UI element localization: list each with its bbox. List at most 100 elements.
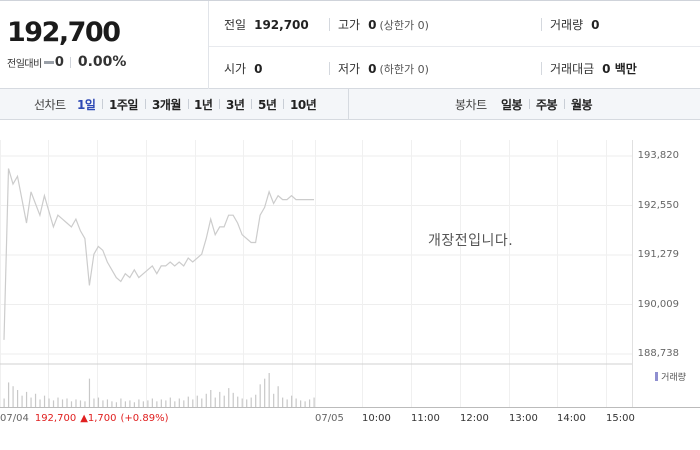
x-tick-label: 10:00 — [362, 413, 391, 424]
period-5y-tab[interactable]: 5년 — [258, 98, 277, 112]
volume-bar — [111, 401, 113, 407]
volume-bar — [237, 396, 239, 407]
intraday-chart: 193,820 192,550 191,279 190,009 188,738 … — [0, 120, 700, 450]
volume-bar — [232, 392, 234, 407]
candle-monthly-tab[interactable]: 월봉 — [571, 98, 593, 112]
volume-bar — [3, 398, 5, 407]
period-3m-tab[interactable]: 3개월 — [152, 98, 181, 112]
period-3y-tab[interactable]: 3년 — [226, 98, 245, 112]
volume-bar — [169, 397, 171, 407]
volume-bar — [246, 399, 248, 407]
volume: 거래량 0 — [550, 16, 599, 33]
volume-bar — [295, 398, 297, 407]
volume-bar — [160, 399, 162, 407]
volume-bar — [138, 399, 140, 407]
divider — [145, 99, 146, 109]
volume-bar — [39, 399, 41, 407]
volume-bar — [93, 398, 95, 407]
volume-bar — [97, 397, 100, 407]
y-tick-label: 190,009 — [637, 299, 679, 310]
volume-bar — [241, 398, 243, 407]
volume-bar — [147, 400, 149, 407]
upper-limit: (상한가 0) — [379, 19, 429, 32]
volume-bar — [61, 399, 64, 407]
divider — [188, 99, 189, 109]
trade-value: 거래대금 0 백만 — [550, 60, 637, 77]
open-price: 시가 0 — [224, 60, 262, 77]
volume-bar — [183, 400, 185, 407]
trade-value-value: 0 백만 — [602, 62, 637, 76]
volume-bar — [291, 395, 293, 407]
low-label: 저가 — [338, 62, 361, 76]
trade-value-label: 거래대금 — [550, 62, 595, 76]
line-chart-label: 선차트 — [34, 98, 66, 112]
volume-bar — [196, 395, 198, 407]
lower-limit: (하한가 0) — [379, 63, 429, 76]
prev-close-value: 192,700 — [254, 18, 309, 32]
open-value: 0 — [254, 62, 263, 76]
volume-bar — [66, 398, 68, 407]
volume-bar — [151, 398, 153, 407]
volume-bar — [21, 395, 23, 407]
volume-bar — [192, 399, 194, 407]
line-chart-periods: 선차트 1일 1주일 3개월 1년 3년 5년 10년 — [0, 89, 349, 119]
market-closed-notice: 개장전입니다. — [428, 233, 514, 249]
volume-bar — [201, 398, 203, 407]
divider — [283, 99, 284, 109]
volume-bar — [174, 401, 176, 407]
volume-bar — [304, 401, 306, 407]
candle-daily-tab[interactable]: 일봉 — [501, 98, 523, 112]
volume-label: 거래량 — [550, 18, 584, 32]
volume-value: 0 — [591, 18, 600, 32]
up-arrow-icon: ▲ — [80, 413, 88, 424]
volume-bar — [223, 395, 225, 407]
volume-bar — [273, 393, 275, 407]
divider — [219, 99, 220, 109]
volume-bar — [219, 391, 221, 407]
low-price: 저가 0 (하한가 0) — [338, 60, 429, 77]
prev-close-label: 전일 — [224, 18, 247, 32]
price-line — [3, 168, 314, 340]
volume-bar — [115, 402, 118, 407]
volume-bar — [84, 401, 86, 407]
volume-bar — [250, 397, 252, 407]
prev-day-close: 192,700 — [34, 413, 77, 424]
y-tick-label: 191,279 — [637, 249, 679, 260]
volume-bar — [165, 400, 167, 407]
volume-bar — [228, 388, 230, 407]
high-price: 고가 0 (상한가 0) — [338, 16, 429, 33]
y-tick-label: 188,738 — [637, 348, 679, 359]
volume-bar — [259, 384, 261, 407]
change-row: 전일대비 0 0.00% — [7, 54, 126, 70]
current-price: 192,700 — [7, 17, 121, 48]
y-tick-label: 192,550 — [637, 200, 679, 211]
volume-bar — [30, 397, 32, 407]
change-value: 0 — [54, 54, 64, 70]
volume-bar — [70, 401, 73, 407]
volume-bar — [264, 378, 266, 407]
divider — [541, 18, 542, 31]
x-tick-label: 07/05 — [315, 413, 344, 424]
period-1y-tab[interactable]: 1년 — [194, 98, 213, 112]
volume-bar — [102, 400, 104, 407]
volume-bar — [142, 401, 144, 407]
change-label: 전일대비 — [7, 58, 42, 70]
volume-bar — [277, 386, 279, 407]
volume-bar — [129, 400, 131, 407]
period-10y-tab[interactable]: 10년 — [290, 98, 317, 112]
volume-bar — [43, 395, 46, 407]
prev-day-date: 07/04 — [0, 413, 29, 424]
prev-close: 전일 192,700 — [224, 16, 309, 33]
divider — [329, 62, 330, 75]
volume-bar — [156, 401, 158, 407]
volume-bar — [88, 378, 91, 407]
high-value: 0 — [368, 18, 377, 32]
low-value: 0 — [368, 62, 377, 76]
volume-bar — [255, 394, 257, 407]
volume-bar — [75, 399, 77, 407]
volume-bar — [79, 400, 82, 407]
period-1w-tab[interactable]: 1주일 — [109, 98, 138, 112]
divider — [69, 56, 71, 68]
period-1d-tab[interactable]: 1일 — [77, 98, 96, 112]
candle-weekly-tab[interactable]: 주봉 — [536, 98, 558, 112]
